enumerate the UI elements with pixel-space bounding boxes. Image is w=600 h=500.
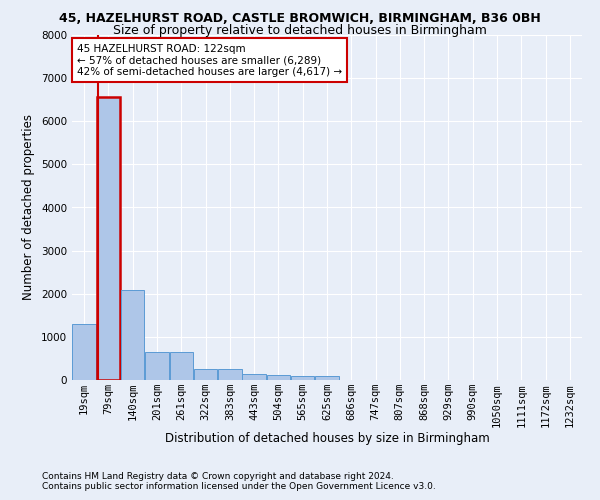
- Bar: [170, 352, 193, 380]
- X-axis label: Distribution of detached houses by size in Birmingham: Distribution of detached houses by size …: [164, 432, 490, 445]
- Y-axis label: Number of detached properties: Number of detached properties: [22, 114, 35, 300]
- Bar: [266, 374, 290, 380]
- Text: 45 HAZELHURST ROAD: 122sqm
← 57% of detached houses are smaller (6,289)
42% of s: 45 HAZELHURST ROAD: 122sqm ← 57% of deta…: [77, 44, 342, 77]
- Bar: [315, 376, 339, 380]
- Bar: [194, 369, 217, 380]
- Bar: [121, 290, 145, 380]
- Bar: [291, 376, 314, 380]
- Text: 45, HAZELHURST ROAD, CASTLE BROMWICH, BIRMINGHAM, B36 0BH: 45, HAZELHURST ROAD, CASTLE BROMWICH, BI…: [59, 12, 541, 26]
- Bar: [218, 370, 242, 380]
- Bar: [145, 352, 169, 380]
- Bar: [73, 324, 96, 380]
- Text: Contains HM Land Registry data © Crown copyright and database right 2024.: Contains HM Land Registry data © Crown c…: [42, 472, 394, 481]
- Bar: [97, 96, 120, 380]
- Bar: [242, 374, 266, 380]
- Text: Size of property relative to detached houses in Birmingham: Size of property relative to detached ho…: [113, 24, 487, 37]
- Text: Contains public sector information licensed under the Open Government Licence v3: Contains public sector information licen…: [42, 482, 436, 491]
